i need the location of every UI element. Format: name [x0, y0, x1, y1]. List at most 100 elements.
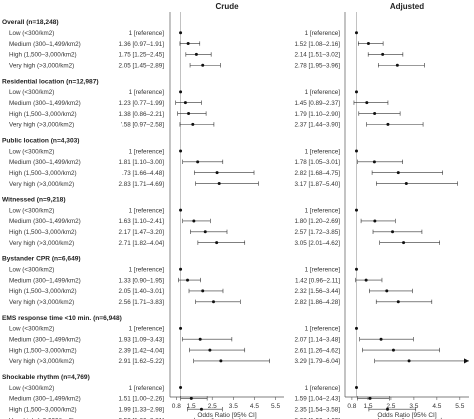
- row-label: Medium (300–1,499/km2): [9, 277, 81, 284]
- point-estimate-crude: [199, 407, 203, 411]
- estimate-text-crude: 1.99 [1.33–2.98]: [118, 406, 164, 413]
- x-tick-label-crude: 4.5: [250, 403, 259, 410]
- estimate-text-crude: 2.71 [1.82–4.04]: [118, 240, 164, 247]
- point-estimate-crude: [192, 219, 196, 223]
- point-estimate-crude: [194, 52, 198, 56]
- point-estimate-crude: [179, 267, 183, 271]
- estimate-text-adjusted: 1 [reference]: [305, 207, 341, 214]
- estimate-text-adjusted: 2.37 [1.44–3.90]: [294, 122, 340, 129]
- point-estimate-crude: [196, 160, 200, 164]
- estimate-text-crude: '.58 [0.97–2.58]: [121, 122, 164, 129]
- estimate-text-crude: 1 [reference]: [129, 148, 165, 155]
- estimate-text-crude: 2.05 [1.40–3.01]: [118, 288, 164, 295]
- estimate-text-crude: 1 [reference]: [129, 385, 165, 392]
- row-label: Low (<300/km2): [9, 326, 54, 333]
- estimate-text-crude: 1.63 [1.10–2.41]: [118, 218, 164, 225]
- point-estimate-crude: [201, 63, 205, 67]
- point-estimate-crude: [219, 359, 223, 363]
- x-tick-label-adjusted: 5.5: [455, 403, 464, 410]
- panel-title-crude: Crude: [215, 2, 239, 11]
- row-label: Medium (300–1,499/km2): [9, 218, 81, 225]
- estimate-text-adjusted: 2.78 [1.95–3.96]: [294, 63, 340, 70]
- row-label: Medium (300–1,499/km2): [9, 396, 81, 403]
- row-label: Very high (>3,000/km2): [9, 358, 74, 365]
- estimate-text-adjusted: 3.03 [1.96–4.69]: [294, 417, 340, 419]
- row-label: Medium (300–1,499/km2): [9, 41, 81, 48]
- estimate-text-adjusted: 1.42 [0.96–2.11]: [295, 277, 340, 284]
- point-estimate-crude: [191, 122, 195, 126]
- estimate-text-crude: 1.51 [1.00–2.26]: [118, 396, 164, 403]
- point-estimate-crude: [179, 31, 183, 35]
- row-label: Very high (>3,000/km2): [9, 181, 74, 188]
- point-estimate-adjusted: [396, 171, 400, 175]
- point-estimate-crude: [198, 337, 202, 341]
- point-estimate-crude: [208, 348, 212, 352]
- ci-arrow-adjusted: [464, 358, 469, 364]
- estimate-text-crude: 1 [reference]: [129, 326, 165, 333]
- row-label: Low (<300/km2): [9, 30, 54, 37]
- panel-title-adjusted: Adjusted: [390, 2, 424, 11]
- estimate-text-crude: 1.81 [1.10–3.00]: [118, 159, 164, 166]
- estimate-text-crude: 1.23 [0.77–1.99]: [118, 100, 164, 107]
- point-estimate-crude: [189, 396, 193, 400]
- estimate-text-crude: 1.93 [1.09–3.43]: [118, 337, 164, 344]
- row-label: Very high (>3,000/km2): [9, 299, 74, 306]
- estimate-text-adjusted: 1.45 [0.89–2.37]: [294, 100, 340, 107]
- point-estimate-adjusted: [385, 407, 389, 411]
- estimate-text-crude: 2.83 [1.71–4.69]: [118, 181, 164, 188]
- point-estimate-adjusted: [368, 396, 372, 400]
- group-header: Overall (n=18,248): [2, 19, 59, 26]
- point-estimate-adjusted: [395, 63, 399, 67]
- group-header: EMS response time <10 min. (n=6,948): [2, 315, 122, 322]
- point-estimate-crude: [179, 90, 183, 94]
- estimate-text-crude: 1.75 [1.25–2.45]: [118, 52, 164, 59]
- estimate-text-adjusted: 1 [reference]: [305, 385, 341, 392]
- estimate-text-adjusted: 1.78 [1.05–3.01]: [294, 159, 340, 166]
- x-tick-label-adjusted: 0.8: [347, 403, 356, 410]
- point-estimate-adjusted: [407, 359, 411, 363]
- estimate-text-adjusted: 3.05 [2.01–4.62]: [294, 240, 340, 247]
- group-header: Shockable rhythm (n=4,769): [2, 374, 90, 381]
- x-axis-label-adjusted: Odds Ratio [95% CI]: [377, 412, 436, 419]
- estimate-text-adjusted: 1 [reference]: [305, 326, 341, 333]
- estimate-text-adjusted: 2.61 [1.26–4.62]: [294, 347, 340, 354]
- point-estimate-adjusted: [391, 230, 395, 234]
- x-tick-label-crude: 2.5: [208, 403, 217, 410]
- estimate-text-adjusted: 3.17 [1.87–5.40]: [294, 181, 340, 188]
- row-label: Very high (>3,000/km2): [9, 122, 74, 129]
- point-estimate-adjusted: [379, 337, 383, 341]
- estimate-text-crude: 2.52 [1.66–3.81]: [118, 417, 164, 419]
- point-estimate-adjusted: [396, 300, 400, 304]
- estimate-text-crude: 1 [reference]: [129, 207, 165, 214]
- row-label: High (1,500–3,000/km2): [9, 406, 77, 413]
- x-tick-label-adjusted: 2.5: [386, 403, 395, 410]
- row-label: Low (<300/km2): [9, 207, 54, 214]
- estimate-text-adjusted: 1 [reference]: [305, 89, 341, 96]
- point-estimate-adjusted: [385, 289, 389, 293]
- point-estimate-adjusted: [354, 326, 358, 330]
- point-estimate-adjusted: [391, 348, 395, 352]
- row-label: High (1,500–3,000/km2): [9, 170, 77, 177]
- row-label: Very high (>3,000/km2): [9, 240, 74, 247]
- estimate-text-adjusted: 3.29 [1.79–6.04]: [294, 358, 340, 365]
- estimate-text-crude: 1 [reference]: [129, 267, 165, 274]
- point-estimate-crude: [201, 289, 205, 293]
- estimate-text-crude: 2.17 [1.47–3.20]: [118, 229, 164, 236]
- point-estimate-adjusted: [354, 267, 358, 271]
- estimate-text-crude: 1.36 [0.97–1.91]: [118, 41, 164, 48]
- point-estimate-adjusted: [372, 160, 376, 164]
- x-tick-label-adjusted: 4.5: [432, 403, 441, 410]
- row-label: Very high (>3,000/km2): [9, 417, 74, 419]
- estimate-text-adjusted: 1.80 [1.20–2.69]: [294, 218, 340, 225]
- estimate-text-adjusted: 2.35 [1.54–3.58]: [294, 406, 340, 413]
- point-estimate-crude: [187, 112, 191, 116]
- estimate-text-crude: 2.91 [1.62–5.22]: [118, 358, 164, 365]
- estimate-text-adjusted: 2.32 [1.56–3.44]: [294, 288, 340, 295]
- estimate-text-adjusted: 2.57 [1.72–3.85]: [294, 229, 340, 236]
- point-estimate-adjusted: [381, 52, 385, 56]
- row-label: Medium (300–1,499/km2): [9, 100, 81, 107]
- x-axis-label-crude: Odds Ratio [95% CI]: [197, 412, 256, 419]
- point-estimate-crude: [186, 42, 190, 46]
- point-estimate-adjusted: [402, 241, 406, 245]
